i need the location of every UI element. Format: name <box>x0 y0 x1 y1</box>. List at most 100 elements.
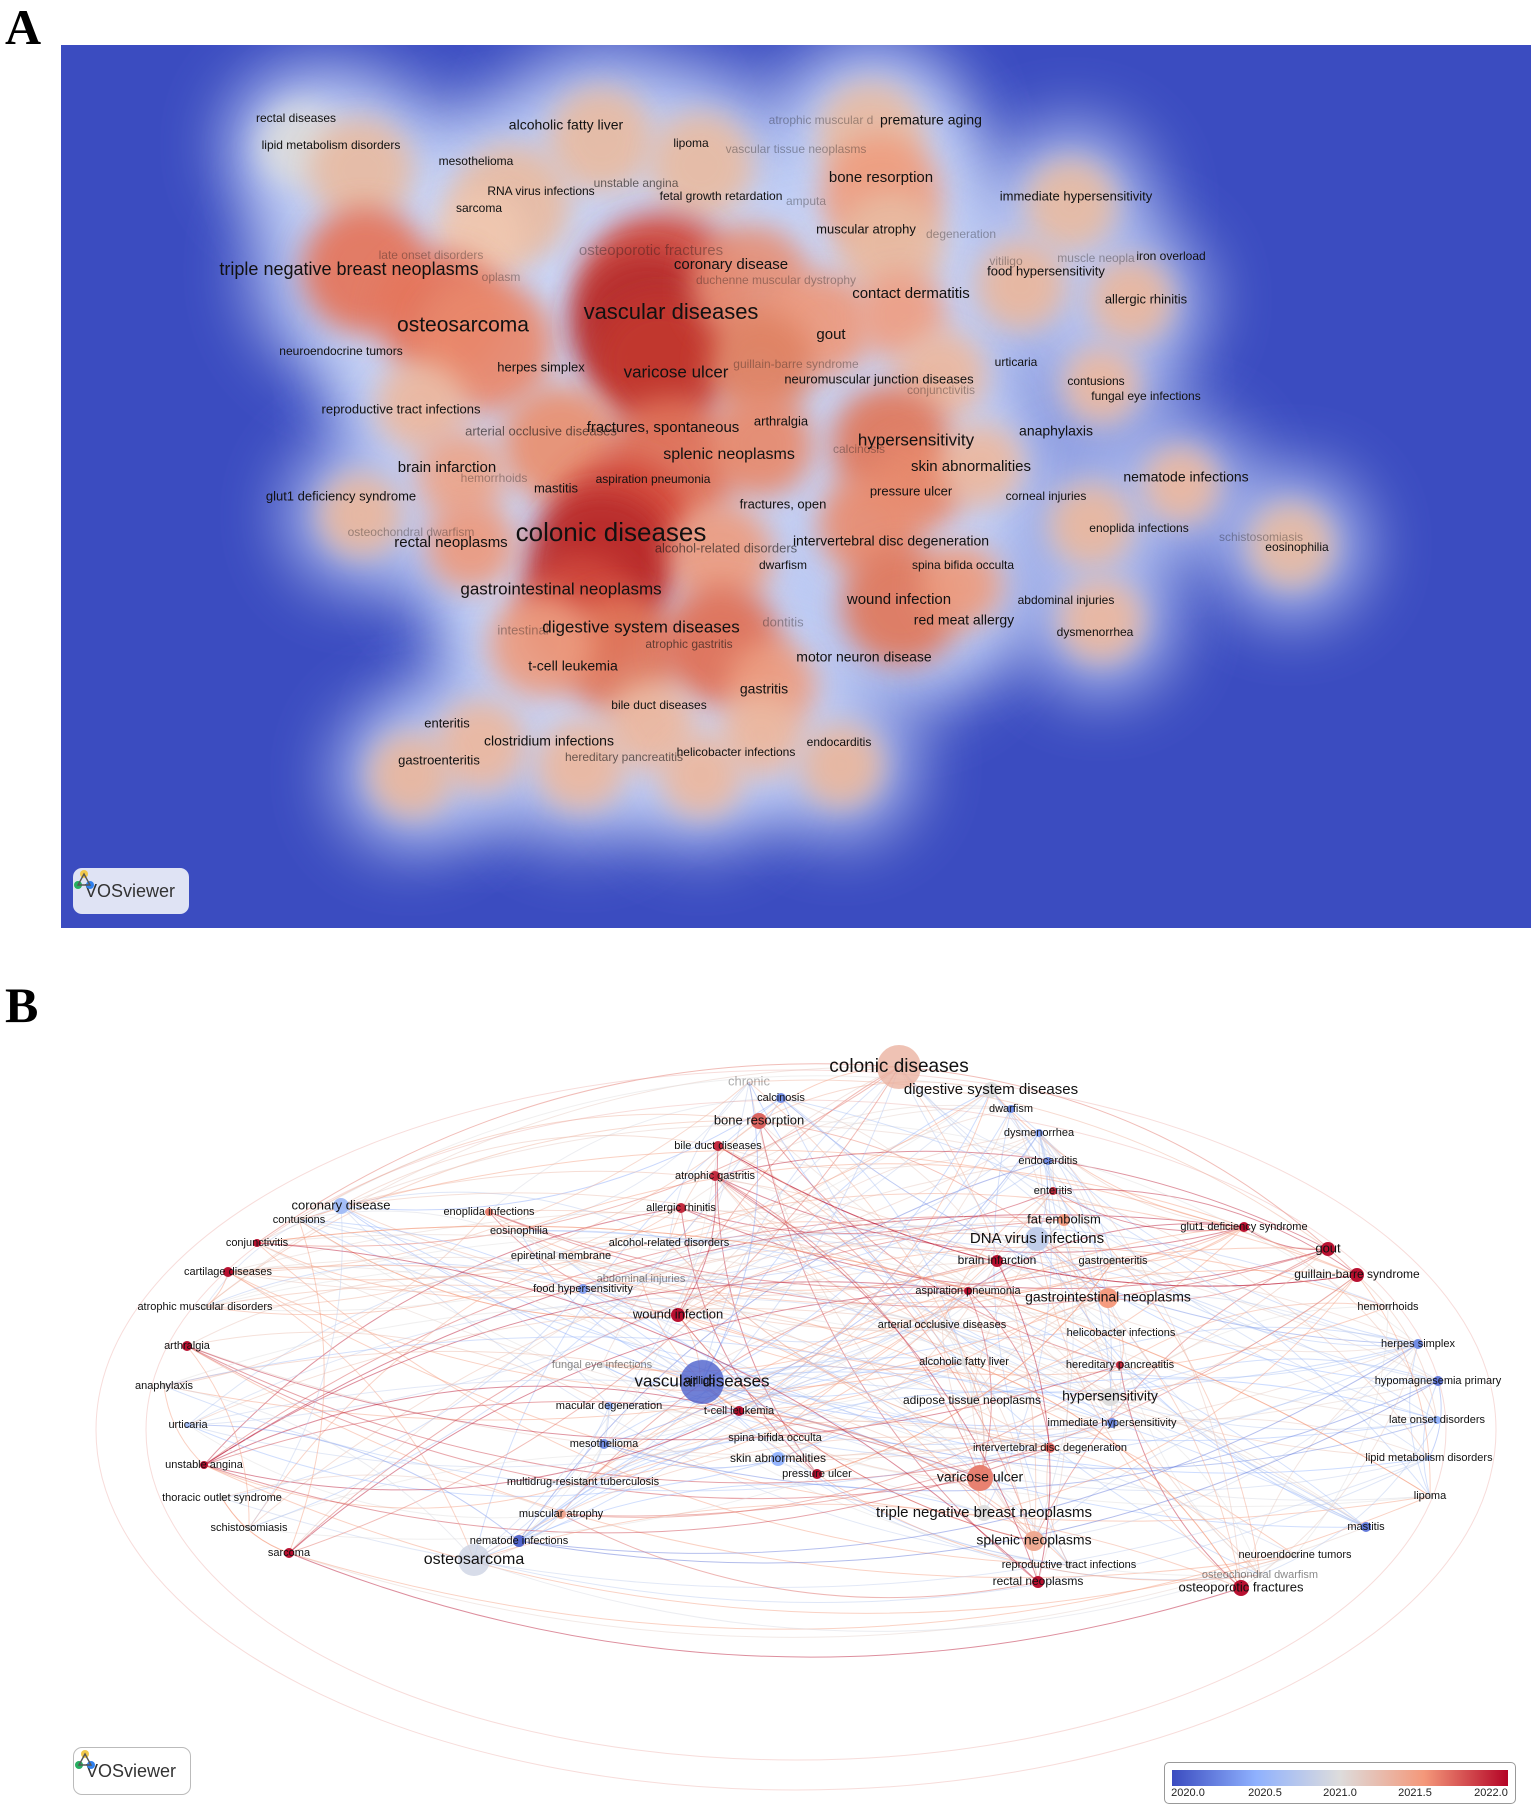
network-node-gastroenteritis[interactable] <box>1109 1257 1117 1265</box>
network-label-thoracic-outlet-syndrome[interactable]: thoracic outlet syndrome <box>162 1492 282 1504</box>
network-node-unstable-angina[interactable] <box>200 1461 208 1469</box>
network-node-cartilage-diseases[interactable] <box>223 1267 233 1277</box>
network-label-mesothelioma[interactable]: mesothelioma <box>570 1438 639 1450</box>
network-node-dwarfism[interactable] <box>1007 1105 1015 1113</box>
network-label-herpes-simplex[interactable]: herpes simplex <box>1381 1338 1455 1350</box>
network-map[interactable]: colonic diseases chronic digestive system … <box>61 1030 1531 1809</box>
density-label-sarcoma[interactable]: sarcoma <box>456 201 502 215</box>
network-label-urticaria[interactable]: urticaria <box>168 1419 208 1431</box>
density-label-arterial-occlusive-diseases[interactable]: arterial occlusive diseases <box>465 423 617 438</box>
density-label-pressure-ulcer[interactable]: pressure ulcer <box>870 483 953 498</box>
network-node-contusions[interactable] <box>296 1217 302 1223</box>
network-label-helicobacter-infections[interactable]: helicobacter infections <box>1067 1327 1176 1339</box>
network-label-multidrug-resistant-tuberculosis[interactable]: multidrug-resistant tuberculosis <box>507 1476 660 1488</box>
density-label-clostridium-infections[interactable]: clostridium infections <box>484 733 614 749</box>
network-node-multidrug-resistant-tuberculosis[interactable] <box>579 1478 587 1486</box>
network-node-arterial-occlusive-diseases[interactable] <box>938 1321 946 1329</box>
density-label-digestive-system-diseases[interactable]: digestive system diseases <box>542 617 739 636</box>
density-label-motor-neuron-disease[interactable]: motor neuron disease <box>796 649 932 665</box>
network-label-immediate-hypersensitivity[interactable]: immediate hypersensitivity <box>1048 1417 1177 1429</box>
network-label-chronic[interactable]: chronic <box>728 1073 770 1088</box>
density-label-intestinal[interactable]: intestinal <box>497 622 548 637</box>
density-label-rectal-neoplasms[interactable]: rectal neoplasms <box>394 534 507 551</box>
network-label-contusions[interactable]: contusions <box>273 1214 326 1226</box>
density-label-coronary-disease[interactable]: coronary disease <box>674 256 788 273</box>
network-node-alcohol-related-disorders[interactable] <box>666 1240 672 1246</box>
network-node-mastitis[interactable] <box>1361 1522 1371 1532</box>
network-label-gout[interactable]: gout <box>1315 1240 1341 1255</box>
network-label-arthralgia[interactable]: arthralgia <box>164 1340 211 1352</box>
density-label-enoplida-infections[interactable]: enoplida infections <box>1089 521 1188 535</box>
network-node-aspiration-pneumonia[interactable] <box>964 1287 972 1295</box>
network-label-macular-degeneration[interactable]: macular degeneration <box>556 1400 662 1412</box>
network-label-enteritis[interactable]: enteritis <box>1034 1185 1073 1197</box>
network-label-lipoma[interactable]: lipoma <box>1414 1490 1447 1502</box>
density-label-gastrointestinal-neoplasms[interactable]: gastrointestinal neoplasms <box>460 579 661 598</box>
network-label-food-hypersensitivity[interactable]: food hypersensitivity <box>533 1283 633 1295</box>
density-label-muscle-neopla[interactable]: muscle neopla <box>1057 251 1135 265</box>
network-node-muscular-atrophy[interactable] <box>556 1509 566 1519</box>
network-label-bile-duct-diseases[interactable]: bile duct diseases <box>674 1140 762 1152</box>
density-label-late-onset-disorders[interactable]: late onset disorders <box>379 248 484 262</box>
density-label-spina-bifida-occulta[interactable]: spina bifida occulta <box>912 558 1014 572</box>
network-node-bile-duct-diseases[interactable] <box>713 1141 723 1151</box>
density-label-osteochondral-dwarfism[interactable]: osteochondral dwarfism <box>348 525 475 539</box>
network-label-t-cell-leukemia[interactable]: t-cell leukemia <box>704 1405 775 1417</box>
network-node-coronary-disease[interactable] <box>333 1198 349 1214</box>
network-label-reproductive-tract-infections[interactable]: reproductive tract infections <box>1002 1559 1137 1571</box>
density-label-urticaria[interactable]: urticaria <box>995 355 1038 369</box>
density-label-neuroendocrine-tumors[interactable]: neuroendocrine tumors <box>279 344 402 358</box>
density-label-contact-dermatitis[interactable]: contact dermatitis <box>852 285 970 302</box>
network-node-gastrointestinal-neoplasms[interactable] <box>1098 1288 1118 1308</box>
density-label-t-cell-leukemia[interactable]: t-cell leukemia <box>528 658 618 674</box>
density-label-gastroenteritis[interactable]: gastroenteritis <box>398 752 480 767</box>
density-label-osteoporotic-fractures[interactable]: osteoporotic fractures <box>579 242 723 259</box>
density-label-colonic-diseases[interactable]: colonic diseases <box>516 517 707 547</box>
network-label-osteochondral-dwarfism[interactable]: osteochondral dwarfism <box>1202 1569 1318 1581</box>
network-node-bone-resorption[interactable] <box>751 1113 767 1129</box>
network-label-colonic-diseases[interactable]: colonic diseases <box>829 1056 968 1077</box>
network-label-nematode-infections[interactable]: nematode infections <box>470 1535 569 1547</box>
network-node-urticaria[interactable] <box>185 1422 191 1428</box>
density-label-helicobacter-infections[interactable]: helicobacter infections <box>677 745 796 759</box>
density-label-premature-aging[interactable]: premature aging <box>880 112 982 128</box>
network-node-helicobacter-infections[interactable] <box>1117 1329 1125 1337</box>
network-node-nematode-infections[interactable] <box>513 1535 525 1547</box>
density-label-hypersensitivity[interactable]: hypersensitivity <box>858 430 975 449</box>
density-label-endocarditis[interactable]: endocarditis <box>807 735 872 749</box>
density-label-rna-virus-infections[interactable]: RNA virus infections <box>487 184 594 198</box>
density-label-iron-overload[interactable]: iron overload <box>1136 249 1205 263</box>
network-label-hypersensitivity[interactable]: hypersensitivity <box>1062 1388 1158 1404</box>
network-label-atrophic-gastritis[interactable]: atrophic gastritis <box>675 1170 756 1182</box>
density-label-hereditary-pancreatitis[interactable]: hereditary pancreatitis <box>565 750 683 764</box>
network-label-schistosomiasis[interactable]: schistosomiasis <box>210 1522 288 1534</box>
network-label-anaphylaxis[interactable]: anaphylaxis <box>135 1380 194 1392</box>
network-node-hemorrhoids[interactable] <box>1385 1304 1391 1310</box>
network-node-skin-abnormalities[interactable] <box>771 1452 785 1466</box>
network-label-brain-infarction[interactable]: brain infarction <box>958 1253 1037 1267</box>
network-node-late-onset-disorders[interactable] <box>1433 1416 1441 1424</box>
density-label-atrophic-muscular-d[interactable]: atrophic muscular d <box>769 113 874 127</box>
density-label-herpes-simplex[interactable]: herpes simplex <box>497 359 585 374</box>
density-label-mastitis[interactable]: mastitis <box>534 480 579 495</box>
network-label-fungal-eye-infections[interactable]: fungal eye infections <box>552 1359 653 1371</box>
network-node-wound-infection[interactable] <box>671 1308 685 1322</box>
network-node-immediate-hypersensitivity[interactable] <box>1107 1418 1117 1428</box>
density-label-fungal-eye-infections[interactable]: fungal eye infections <box>1091 389 1200 403</box>
network-node-food-hypersensitivity[interactable] <box>578 1284 588 1294</box>
network-node-lipid-metabolism-disorders[interactable] <box>1426 1455 1432 1461</box>
density-label-glut1-deficiency-syndrome[interactable]: glut1 deficiency syndrome <box>266 488 416 503</box>
density-label-wound-infection[interactable]: wound infection <box>846 591 951 608</box>
network-node-osteosarcoma[interactable] <box>458 1544 490 1576</box>
network-label-wound-infection[interactable]: wound infection <box>632 1306 723 1321</box>
network-node-gout[interactable] <box>1321 1242 1335 1256</box>
density-label-alcohol-related-disorders[interactable]: alcohol-related disorders <box>655 540 798 555</box>
density-label-bone-resorption[interactable]: bone resorption <box>829 169 933 186</box>
density-label-dwarfism[interactable]: dwarfism <box>759 558 807 572</box>
density-label-lipid-metabolism-disorders[interactable]: lipid metabolism disorders <box>262 138 401 152</box>
network-label-spina-bifida-occulta[interactable]: spina bifida occulta <box>728 1432 822 1444</box>
network-node-schistosomiasis[interactable] <box>246 1525 252 1531</box>
network-label-unstable-angina[interactable]: unstable angina <box>165 1459 244 1471</box>
density-label-corneal-injuries[interactable]: corneal injuries <box>1006 489 1087 503</box>
density-label-triple-negative-breast-neoplasms[interactable]: triple negative breast neoplasms <box>219 259 478 279</box>
